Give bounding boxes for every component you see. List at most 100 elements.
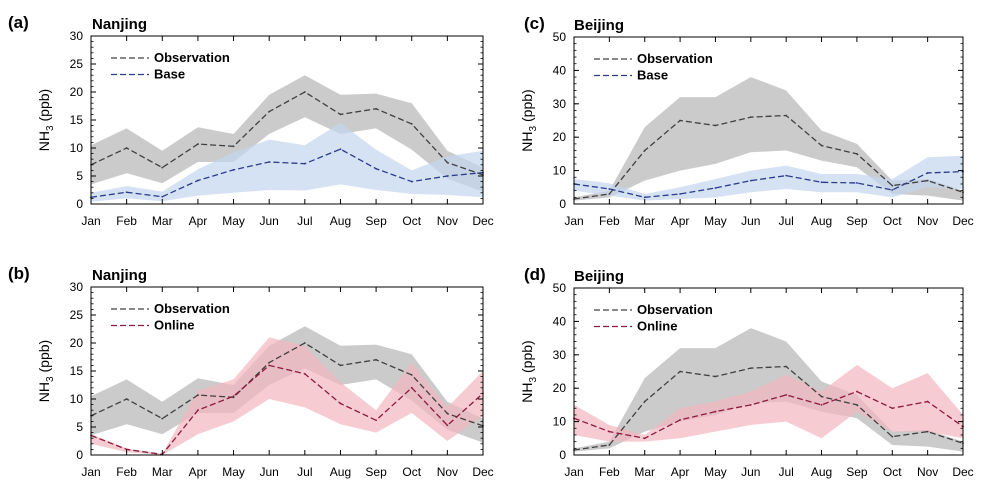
x-tick-label: Mar: [634, 214, 655, 228]
data-point: [820, 144, 823, 147]
y-tick-label: 5: [76, 169, 83, 183]
data-point: [891, 435, 894, 438]
data-point: [339, 402, 342, 405]
series-line-observation: [90, 342, 484, 427]
data-point: [125, 147, 128, 149]
data-point: [375, 167, 377, 170]
band-online: [574, 364, 963, 442]
legend-label: Observation: [154, 50, 230, 65]
series-line-online: [573, 390, 964, 439]
x-tick-label: Nov: [917, 465, 938, 479]
data-point: [749, 179, 752, 182]
panel-title: Beijing: [574, 17, 624, 34]
x-tick-label: Apr: [189, 465, 208, 479]
data-point: [446, 175, 449, 177]
data-point: [608, 193, 611, 195]
x-tick-label: Dec: [952, 465, 973, 479]
x-tick-label: Jan: [81, 214, 100, 228]
y-tick-label: 40: [553, 314, 567, 328]
data-point: [303, 162, 306, 165]
x-tick-label: Sep: [846, 214, 868, 228]
y-tick-label: 15: [70, 364, 84, 378]
y-axis-label: NH3 (ppb): [36, 340, 56, 402]
data-point: [891, 184, 894, 187]
data-point: [339, 364, 342, 367]
y-tick-label: 20: [70, 336, 84, 350]
y-axis-label-unit: (ppb): [36, 89, 52, 126]
data-point: [375, 107, 377, 110]
series-line-observation: [573, 365, 964, 451]
data-point: [749, 367, 752, 370]
y-tick-label: 20: [553, 130, 567, 144]
y-axis-label-main: NH: [519, 131, 535, 151]
data-point: [679, 370, 681, 373]
x-tick-label: Feb: [116, 214, 137, 228]
x-tick-label: Sep: [846, 465, 868, 479]
data-point: [410, 374, 413, 376]
data-point: [856, 153, 858, 155]
y-axis-label-unit: (ppb): [36, 340, 52, 377]
legend-label: Base: [637, 68, 668, 83]
panel-letter: (c): [524, 14, 545, 33]
y-axis-label-unit: (ppb): [519, 89, 535, 126]
panel-title: Beijing: [574, 268, 624, 285]
x-tick-label: Mar: [152, 465, 173, 479]
data-point: [125, 448, 128, 451]
x-tick-label: May: [704, 214, 727, 228]
y-tick-label: 10: [70, 392, 84, 406]
x-tick-label: Aug: [330, 214, 351, 228]
x-tick-label: Dec: [472, 465, 493, 479]
legend-label: Observation: [637, 51, 713, 66]
data-point: [197, 394, 199, 396]
data-point: [303, 372, 306, 375]
x-tick-label: Oct: [402, 214, 421, 228]
data-point: [714, 375, 717, 378]
y-axis-label-sub: 3: [528, 376, 539, 382]
y-tick-label: 30: [553, 97, 567, 111]
legend-label: Observation: [154, 301, 230, 316]
data-point: [856, 404, 858, 406]
y-tick-label: 20: [70, 85, 84, 99]
data-point: [375, 419, 377, 422]
x-tick-label: Nov: [437, 214, 458, 228]
data-point: [161, 417, 164, 420]
data-point: [643, 196, 646, 199]
panel-b: (b) Nanjing 0 5 10 15 20 25 30 Jan Feb Mar Apr May Jun…: [8, 264, 494, 479]
data-point: [232, 168, 235, 171]
data-point: [926, 172, 929, 174]
data-point: [856, 390, 858, 393]
y-axis-label-main: NH: [36, 382, 52, 402]
x-tick-label: Jun: [741, 214, 760, 228]
panel-a: (a) Nanjing 0 5 10 15 20 25 30 Jan Feb Mar Apr May Jun…: [8, 13, 494, 228]
legend-label: Online: [154, 318, 194, 333]
data-point: [714, 187, 717, 189]
data-point: [125, 191, 128, 194]
data-point: [891, 407, 894, 410]
y-axis-label: NH3 (ppb): [519, 89, 539, 151]
data-point: [820, 181, 823, 184]
x-tick-label: Nov: [437, 465, 458, 479]
y-tick-label: 30: [553, 348, 567, 362]
x-tick-label: Oct: [883, 214, 902, 228]
y-tick-label: 5: [76, 420, 83, 434]
x-tick-label: Aug: [330, 465, 351, 479]
x-tick-label: Sep: [365, 465, 387, 479]
series-line-base: [573, 170, 964, 198]
data-point: [268, 110, 271, 113]
data-point: [161, 166, 164, 169]
y-axis-label: NH3 (ppb): [519, 340, 539, 402]
data-point: [410, 123, 413, 125]
data-point: [608, 188, 611, 190]
x-tick-label: Dec: [952, 214, 973, 228]
y-tick-label: 25: [70, 57, 84, 71]
panel-letter: (a): [8, 13, 29, 32]
plot-frame: [573, 287, 964, 456]
data-point: [161, 195, 164, 198]
data-point: [926, 430, 929, 433]
data-point: [679, 119, 681, 122]
data-point: [785, 393, 788, 396]
y-axis-label-sub: 3: [45, 376, 56, 382]
x-tick-label: Feb: [116, 465, 137, 479]
y-tick-label: 0: [559, 197, 566, 211]
